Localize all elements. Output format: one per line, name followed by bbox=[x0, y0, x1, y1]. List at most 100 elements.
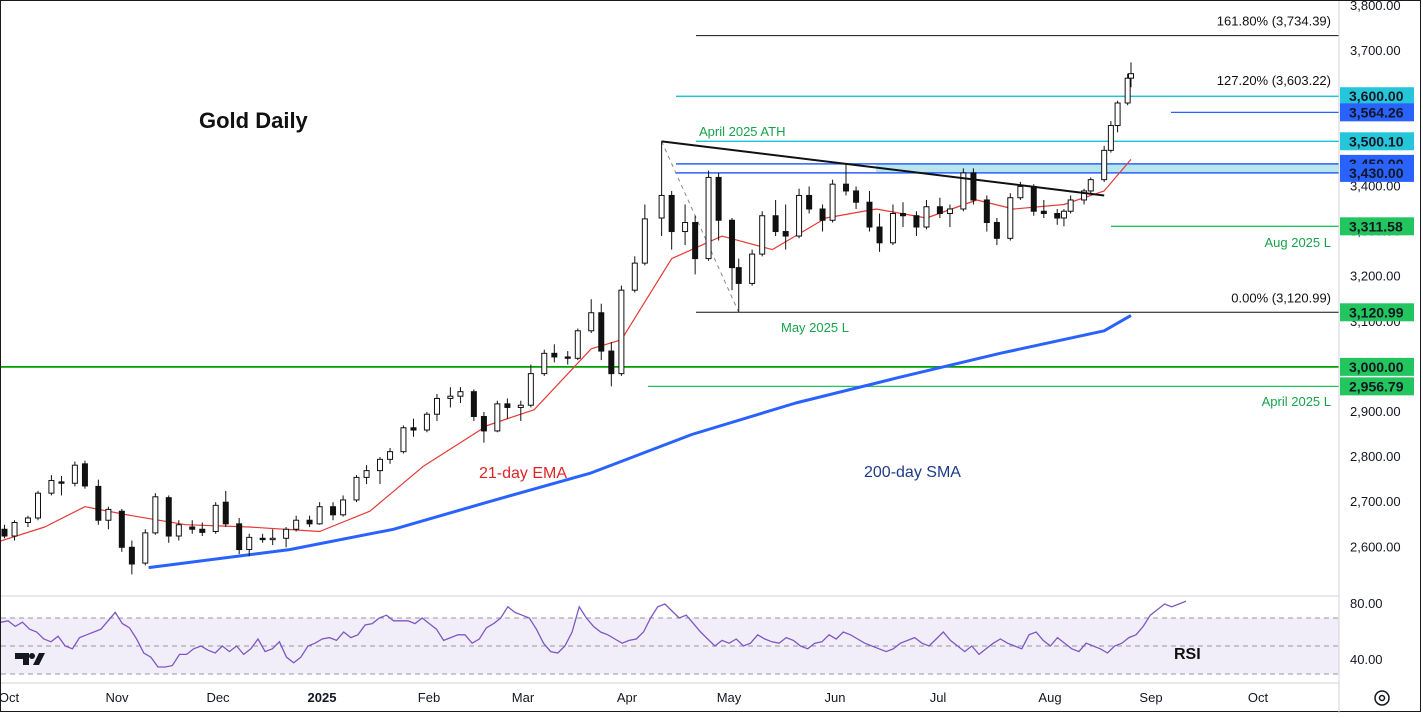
candle bbox=[705, 176, 712, 260]
candle bbox=[819, 208, 826, 221]
candle bbox=[574, 330, 581, 359]
logo-part bbox=[33, 653, 45, 665]
candle bbox=[1107, 125, 1114, 151]
time-tick-label: Apr bbox=[617, 690, 638, 705]
candle bbox=[504, 403, 511, 408]
candle bbox=[1030, 185, 1037, 212]
candle bbox=[900, 212, 907, 217]
trendline bbox=[661, 140, 1105, 197]
price-tag bbox=[1340, 163, 1414, 182]
price-tag bbox=[1340, 217, 1414, 236]
candle bbox=[772, 215, 779, 233]
candle bbox=[152, 496, 159, 534]
time-tick-label: Oct bbox=[1, 690, 19, 705]
annotation-label: April 2025 ATH bbox=[699, 124, 785, 139]
candle bbox=[946, 208, 953, 214]
candle bbox=[1087, 179, 1094, 192]
time-tick-label: Nov bbox=[105, 690, 129, 705]
price-tick-label: 2,700.00 bbox=[1350, 494, 1401, 509]
candle bbox=[400, 427, 407, 453]
candle bbox=[608, 350, 615, 375]
candle bbox=[796, 194, 803, 237]
candle bbox=[293, 519, 300, 530]
candle bbox=[970, 172, 977, 201]
candle bbox=[682, 222, 689, 233]
price-tag-label: 3,311.58 bbox=[1349, 218, 1403, 234]
rsi-line bbox=[0, 600, 1187, 668]
annotation-label: 21-day EMA bbox=[479, 465, 567, 482]
trendline-layer bbox=[661, 140, 1105, 197]
candle bbox=[983, 199, 990, 224]
candle bbox=[269, 537, 276, 541]
moving-average-layer bbox=[0, 159, 1132, 570]
candle bbox=[1114, 102, 1121, 127]
candle bbox=[118, 510, 125, 548]
candle bbox=[34, 492, 41, 519]
time-axis[interactable]: Oct Nov Dec 2025 Feb Mar Apr May Jun Jul Aug Sep Oct bbox=[0, 653, 1390, 706]
settings-icon[interactable] bbox=[1374, 690, 1390, 706]
candle bbox=[1128, 73, 1134, 79]
candle bbox=[1124, 77, 1131, 104]
price-tick-label: 2,900.00 bbox=[1350, 404, 1401, 419]
resistance-zone bbox=[876, 163, 1339, 173]
candle bbox=[363, 470, 370, 478]
fib-label: 127.20% (3,603.22) bbox=[1217, 73, 1331, 88]
candle bbox=[551, 352, 558, 358]
candle bbox=[829, 183, 836, 221]
chart-title: Gold Daily bbox=[199, 108, 309, 133]
candle bbox=[259, 537, 266, 541]
time-tick-label: Sep bbox=[1139, 690, 1162, 705]
rsi-line-layer: RSI bbox=[0, 600, 1201, 668]
candle bbox=[993, 222, 1000, 239]
annotation-label: April 2025 L bbox=[1262, 394, 1331, 409]
candle bbox=[387, 451, 394, 460]
candle bbox=[729, 219, 736, 269]
price-tag bbox=[1340, 103, 1414, 122]
candle bbox=[189, 526, 196, 530]
candle bbox=[447, 395, 454, 399]
price-tick-label: 3,800.00 bbox=[1350, 1, 1401, 13]
time-tick-label: Feb bbox=[418, 690, 440, 705]
candle bbox=[306, 519, 313, 525]
candle bbox=[1054, 212, 1061, 219]
candle bbox=[71, 464, 78, 484]
candles-layer[interactable] bbox=[1, 62, 1134, 575]
price-tag bbox=[1340, 377, 1414, 396]
price-tick-label: 2,600.00 bbox=[1350, 539, 1401, 554]
candle bbox=[782, 231, 789, 237]
price-tag bbox=[1340, 357, 1414, 376]
candle bbox=[128, 546, 135, 565]
annotation-label: 200-day SMA bbox=[864, 464, 961, 481]
gear-ring bbox=[1374, 690, 1390, 706]
time-tick-label: Mar bbox=[512, 690, 535, 705]
candle bbox=[1060, 210, 1067, 219]
candle bbox=[960, 172, 967, 210]
candle bbox=[735, 267, 742, 284]
candle bbox=[1007, 197, 1014, 239]
candle bbox=[433, 397, 440, 415]
time-tick-label: 2025 bbox=[308, 690, 337, 705]
fib-label: 0.00% (3,120.99) bbox=[1231, 290, 1331, 305]
candle bbox=[340, 499, 347, 516]
time-tick-label: May bbox=[717, 690, 742, 705]
candle bbox=[494, 403, 501, 432]
price-tag bbox=[1340, 87, 1414, 106]
annotation-layer: April 2025 ATH May 2025 L Aug 2025 L April … bbox=[479, 124, 1331, 482]
time-tick-label: Jun bbox=[825, 690, 846, 705]
tradingview-logo bbox=[15, 653, 45, 665]
candle bbox=[24, 517, 31, 523]
candle bbox=[246, 536, 253, 551]
candle bbox=[1040, 210, 1047, 214]
candle bbox=[1101, 149, 1108, 181]
candle bbox=[668, 194, 675, 233]
price-tags-layer: 3,600.003,564.263,500.103,450.003,430.00… bbox=[1340, 87, 1414, 396]
candle bbox=[1017, 185, 1024, 199]
price-tag-label: 3,120.99 bbox=[1349, 304, 1404, 320]
time-tick-label: Aug bbox=[1038, 690, 1061, 705]
fibonacci-layer: 161.80% (3,734.39) 127.20% (3,603.22) 0.00… bbox=[661, 14, 1339, 313]
candle bbox=[806, 194, 813, 210]
candle bbox=[658, 194, 665, 219]
rsi-label: RSI bbox=[1174, 646, 1201, 663]
